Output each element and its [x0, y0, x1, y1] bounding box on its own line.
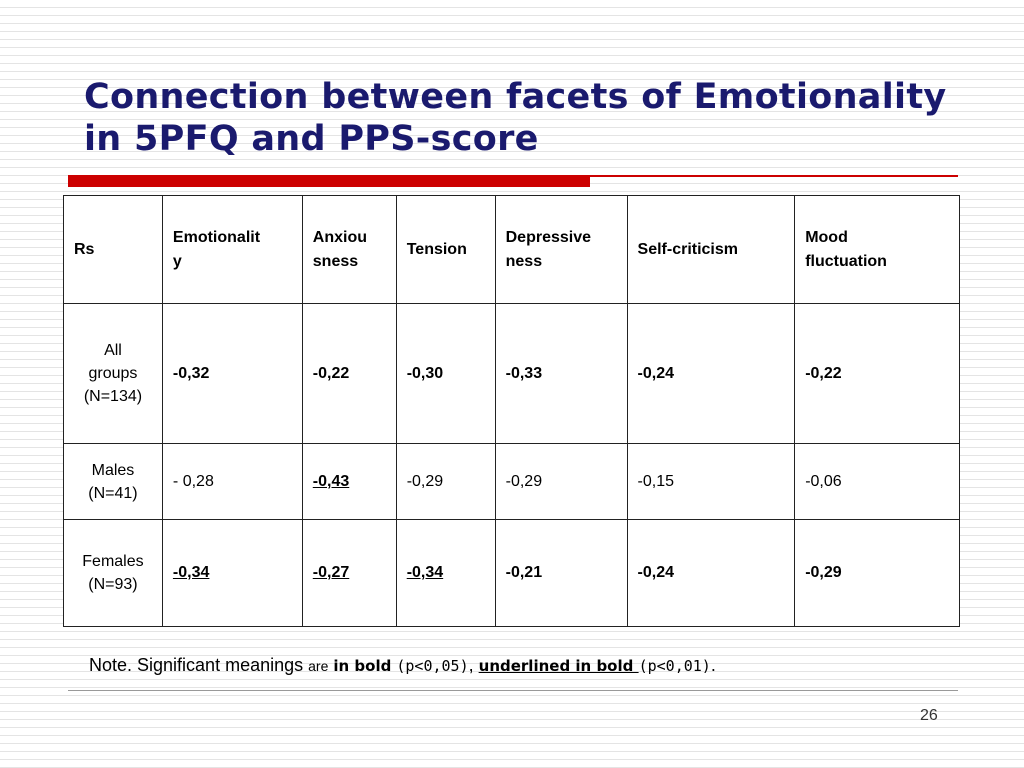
table-cell: -0,24 [626, 519, 796, 627]
table-row: All groups (N=134) -0,32 -0,22 -0,30 -0,33… [63, 303, 960, 444]
table-cell: -0,24 [626, 303, 796, 444]
table-cell: -0,06 [794, 443, 960, 520]
table-cell: -0,34 [395, 519, 496, 627]
title-underline-thin [590, 175, 958, 177]
slide-title: Connection between facets of Emotionalit… [84, 76, 946, 160]
correlation-table: Rs Emotionalit y Anxiou sness Tension Depr… [63, 195, 960, 627]
footer-divider [68, 690, 958, 691]
header-tension: Tension [395, 195, 496, 304]
table-row: Females (N=93) -0,34 -0,27 -0,34 -0,21 -0… [63, 519, 960, 627]
table-cell: -0,22 [301, 303, 397, 444]
table-cell: -0,34 [161, 519, 303, 627]
header-mood-fluctuation: Mood fluctuation [794, 195, 960, 304]
row-label-females: Females (N=93) [63, 519, 163, 627]
header-self-criticism: Self-criticism [626, 195, 796, 304]
title-underline-thick [68, 175, 590, 187]
table-cell: -0,15 [626, 443, 796, 520]
header-emotionality: Emotionalit y [161, 195, 303, 304]
table-note: Note. Significant meanings are in bold (… [89, 655, 716, 675]
table-cell: -0,29 [794, 519, 960, 627]
table-cell: -0,43 [301, 443, 397, 520]
table-cell: -0,29 [395, 443, 496, 520]
page-number: 26 [920, 707, 938, 724]
table-row: Males (N=41) - 0,28 -0,43 -0,29 -0,29 -0,… [63, 443, 960, 520]
table-cell: -0,32 [161, 303, 303, 444]
slide-title-line-2: in 5PFQ and PPS-score [84, 119, 539, 159]
table-cell: -0,30 [395, 303, 496, 444]
table-cell: -0,29 [494, 443, 628, 520]
header-anxiousness: Anxiou sness [301, 195, 397, 304]
table-cell: -0,27 [301, 519, 397, 627]
table-header-row: Rs Emotionalit y Anxiou sness Tension Depr… [63, 195, 960, 304]
header-rs: Rs [63, 195, 163, 304]
table-cell: -0,22 [794, 303, 960, 444]
header-depressiveness: Depressive ness [494, 195, 628, 304]
slide-title-line-1: Connection between facets of Emotionalit… [84, 77, 947, 117]
table-cell: -0,33 [494, 303, 628, 444]
table-cell: - 0,28 [161, 443, 303, 520]
table-cell: -0,21 [494, 519, 628, 627]
row-label-all-groups: All groups (N=134) [63, 303, 163, 444]
row-label-males: Males (N=41) [63, 443, 163, 520]
